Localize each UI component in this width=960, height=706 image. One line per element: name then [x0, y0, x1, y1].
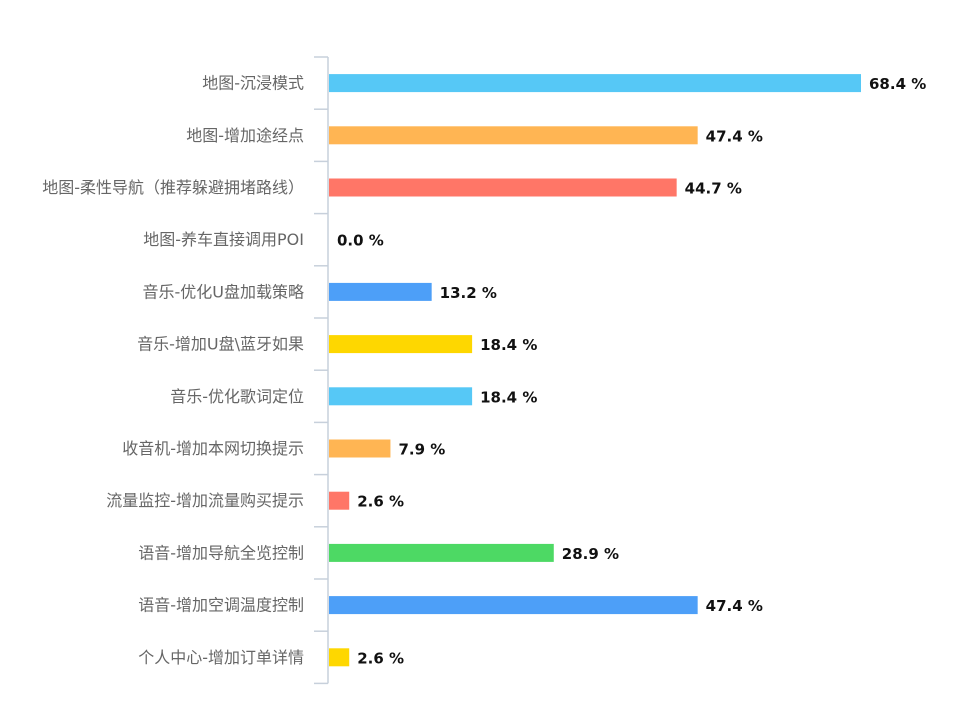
category-label: 地图-养车直接调用POI	[143, 230, 304, 249]
bar	[329, 439, 391, 458]
category-label: 音乐-优化U盘加载策略	[143, 282, 305, 301]
value-label: 13.2 %	[440, 284, 497, 302]
value-label: 18.4 %	[480, 336, 537, 354]
bar	[329, 74, 861, 93]
category-label: 语音-增加导航全览控制	[138, 543, 304, 562]
value-label: 47.4 %	[706, 127, 763, 145]
value-label: 18.4 %	[480, 388, 537, 406]
bar	[329, 648, 350, 667]
category-label: 流量监控-增加流量购买提示	[106, 491, 304, 510]
bar	[329, 335, 473, 354]
category-label: 地图-增加途经点	[186, 126, 304, 145]
category-label: 地图-柔性导航（推荐躲避拥堵路线）	[42, 178, 304, 197]
bar	[329, 543, 554, 562]
value-label: 7.9 %	[398, 441, 445, 459]
category-label: 音乐-增加U盘\蓝牙如果	[137, 335, 304, 354]
bars-group	[329, 74, 861, 667]
value-label: 44.7 %	[685, 180, 742, 198]
value-label: 2.6 %	[357, 493, 404, 511]
category-label: 个人中心-增加订单详情	[138, 648, 304, 667]
value-labels: 68.4 % 47.4 % 44.7 % 0.0 % 13.2 % 18.4 % 18.4 …	[337, 75, 926, 667]
bar	[329, 491, 350, 510]
value-label: 68.4 %	[869, 75, 926, 93]
category-label: 收音机-增加本网切换提示	[122, 439, 304, 458]
value-label: 47.4 %	[706, 597, 763, 615]
value-label: 28.9 %	[562, 545, 619, 563]
value-label: 2.6 %	[357, 649, 404, 667]
category-label: 地图-沉浸模式	[202, 74, 304, 93]
bar	[329, 387, 473, 406]
bar	[329, 282, 432, 301]
value-label: 0.0 %	[337, 232, 384, 250]
bar	[329, 126, 698, 145]
category-label: 音乐-优化歌词定位	[170, 387, 304, 406]
bar	[329, 596, 698, 615]
bar	[329, 178, 677, 197]
category-label: 语音-增加空调温度控制	[138, 596, 304, 615]
category-axis	[314, 56, 329, 685]
